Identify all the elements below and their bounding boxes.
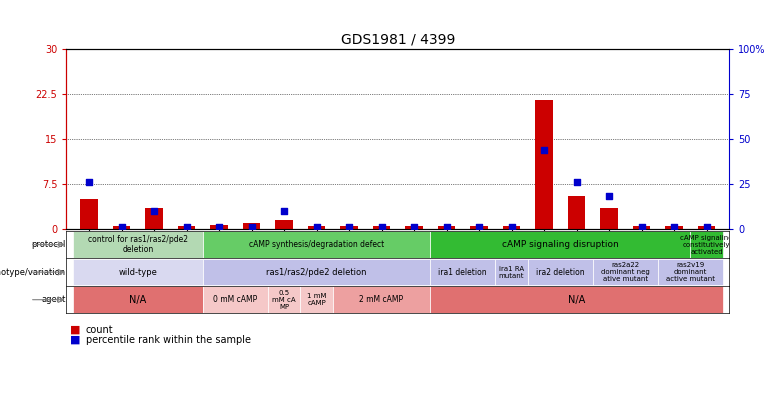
Bar bbox=[431, 286, 723, 313]
Bar bbox=[145, 208, 163, 229]
Point bbox=[636, 224, 648, 230]
Text: cAMP signaling disruption: cAMP signaling disruption bbox=[502, 240, 619, 249]
Text: ■: ■ bbox=[70, 335, 80, 345]
Point bbox=[343, 224, 356, 230]
Point bbox=[603, 193, 615, 200]
Text: cAMP synthesis/degradation defect: cAMP synthesis/degradation defect bbox=[249, 240, 385, 249]
Point bbox=[310, 224, 323, 230]
Point bbox=[115, 224, 128, 230]
Bar bbox=[80, 199, 98, 229]
Point bbox=[668, 224, 680, 230]
Bar bbox=[73, 286, 203, 313]
Bar bbox=[495, 259, 528, 286]
Point bbox=[505, 224, 518, 230]
Bar bbox=[210, 225, 228, 229]
Bar bbox=[568, 196, 586, 229]
Bar bbox=[502, 226, 520, 229]
Bar bbox=[633, 226, 651, 229]
Bar bbox=[405, 226, 423, 229]
Text: protocol: protocol bbox=[31, 240, 66, 249]
Bar bbox=[268, 286, 300, 313]
Bar bbox=[203, 286, 268, 313]
Bar bbox=[112, 226, 130, 229]
Bar bbox=[275, 220, 293, 229]
Bar bbox=[535, 100, 553, 229]
Text: ras2a22
dominant neg
ative mutant: ras2a22 dominant neg ative mutant bbox=[601, 262, 650, 282]
Bar bbox=[431, 231, 690, 258]
Text: ira1 deletion: ira1 deletion bbox=[438, 268, 488, 277]
Text: ira2 deletion: ira2 deletion bbox=[536, 268, 585, 277]
Bar bbox=[438, 226, 456, 229]
Bar bbox=[178, 226, 196, 229]
Point bbox=[213, 224, 225, 230]
Bar bbox=[697, 226, 715, 229]
Point bbox=[180, 224, 193, 230]
Text: N/A: N/A bbox=[129, 295, 147, 305]
Bar bbox=[593, 259, 658, 286]
Text: ras1/ras2/pde2 deletion: ras1/ras2/pde2 deletion bbox=[266, 268, 367, 277]
Text: agent: agent bbox=[41, 295, 66, 304]
Point bbox=[83, 179, 95, 185]
Bar bbox=[600, 208, 618, 229]
Point bbox=[570, 179, 583, 185]
Point bbox=[538, 146, 551, 153]
Text: 2 mM cAMP: 2 mM cAMP bbox=[360, 295, 403, 304]
Point bbox=[375, 224, 388, 230]
Text: 0 mM cAMP: 0 mM cAMP bbox=[213, 295, 257, 304]
Bar bbox=[665, 226, 683, 229]
Bar bbox=[470, 226, 488, 229]
Text: genotype/variation: genotype/variation bbox=[0, 268, 66, 277]
Point bbox=[473, 224, 485, 230]
Bar bbox=[690, 231, 723, 258]
Title: GDS1981 / 4399: GDS1981 / 4399 bbox=[341, 32, 455, 46]
Text: 0.5
mM cA
MP: 0.5 mM cA MP bbox=[272, 290, 296, 310]
Bar bbox=[431, 259, 495, 286]
Point bbox=[148, 207, 161, 214]
Point bbox=[408, 224, 420, 230]
Point bbox=[700, 224, 713, 230]
Text: percentile rank within the sample: percentile rank within the sample bbox=[86, 335, 251, 345]
Point bbox=[441, 224, 453, 230]
Text: cAMP signaling
constitutively
activated: cAMP signaling constitutively activated bbox=[680, 234, 733, 255]
Text: ■: ■ bbox=[70, 325, 80, 335]
Bar bbox=[658, 259, 723, 286]
Point bbox=[246, 224, 258, 230]
Bar bbox=[203, 231, 431, 258]
Text: ras2v19
dominant
active mutant: ras2v19 dominant active mutant bbox=[666, 262, 714, 282]
Bar bbox=[333, 286, 431, 313]
Bar bbox=[307, 226, 325, 229]
Bar bbox=[243, 224, 261, 229]
Bar bbox=[300, 286, 333, 313]
Text: 1 mM
cAMP: 1 mM cAMP bbox=[307, 293, 326, 306]
Text: control for ras1/ras2/pde2
deletion: control for ras1/ras2/pde2 deletion bbox=[88, 235, 188, 254]
Bar bbox=[528, 259, 593, 286]
Text: N/A: N/A bbox=[568, 295, 585, 305]
Bar bbox=[73, 259, 203, 286]
Text: count: count bbox=[86, 325, 113, 335]
Bar bbox=[203, 259, 431, 286]
Text: ira1 RA
mutant: ira1 RA mutant bbox=[498, 266, 524, 279]
Bar bbox=[73, 231, 203, 258]
Bar bbox=[340, 226, 358, 229]
Text: wild-type: wild-type bbox=[119, 268, 158, 277]
Point bbox=[278, 207, 290, 214]
Bar bbox=[373, 226, 391, 229]
